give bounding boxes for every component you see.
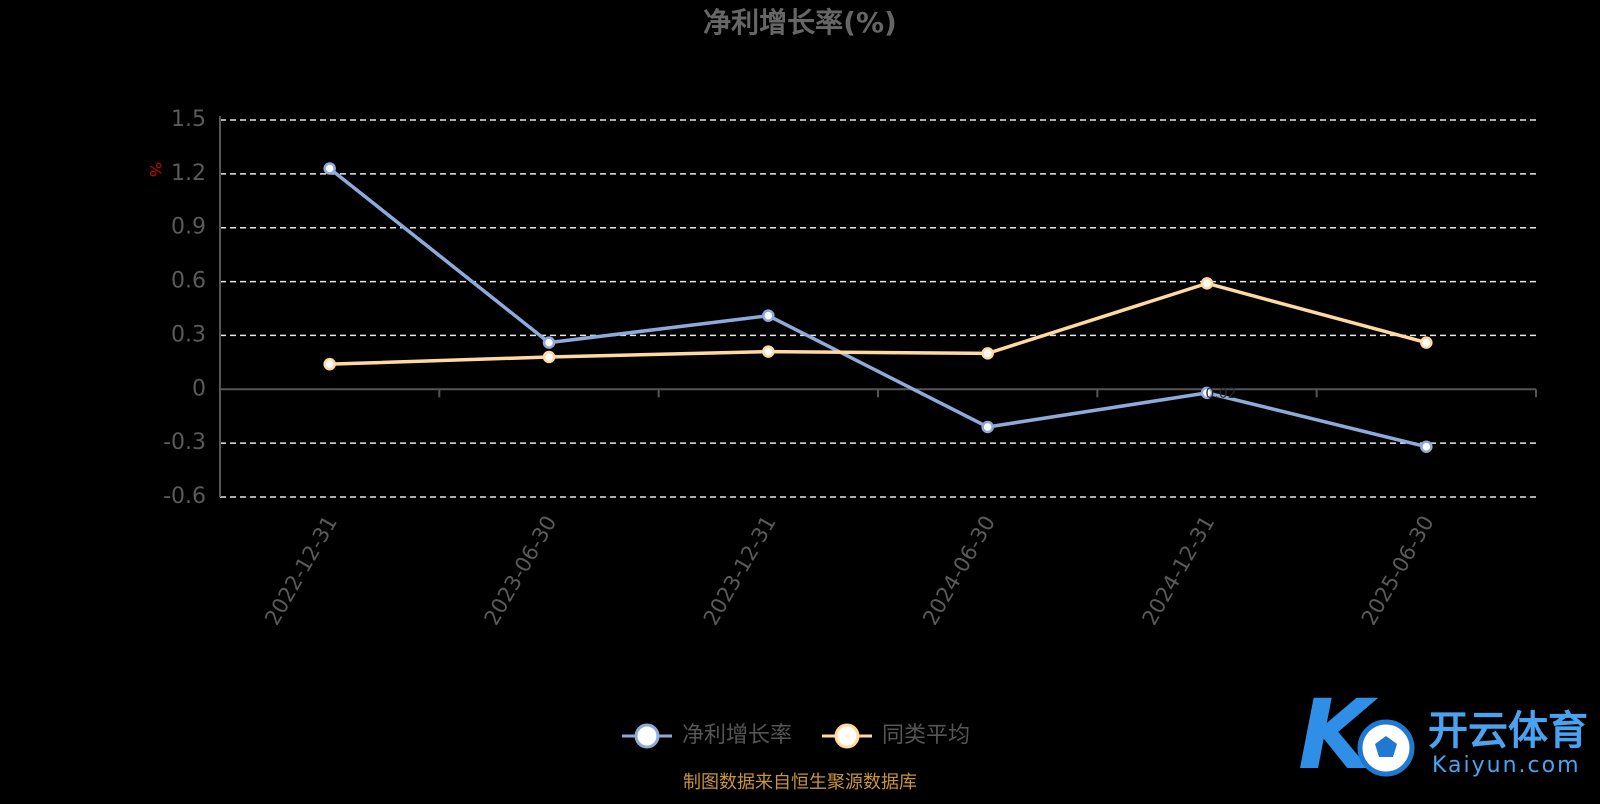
watermark-brand-cn: 开云体育: [1428, 708, 1588, 754]
x-tick-label: 2022-12-31: [260, 512, 342, 630]
data-label: 0.02: [1205, 386, 1236, 402]
x-tick-label: 2023-12-31: [699, 512, 781, 630]
data-point: [981, 347, 994, 360]
legend-label: 净利增长率: [682, 723, 792, 748]
soccer-ball-patch: [1375, 736, 1397, 757]
x-tick-labels: 2022-12-31 2023-06-30 2023-12-31 2024-06-30…: [260, 512, 1438, 630]
x-tick-label: 2024-12-31: [1138, 512, 1220, 630]
x-tick-label: 2024-06-30: [918, 512, 1000, 630]
legend-item[interactable]: 同类平均: [822, 723, 970, 749]
legend[interactable]: 净利增长率 同类平均: [622, 723, 970, 749]
y-tick-label: 0.6: [171, 269, 206, 294]
y-tick-label: 1.5: [171, 107, 206, 132]
legend-marker: [634, 723, 660, 749]
data-point: [1200, 277, 1214, 290]
legend-marker: [834, 723, 860, 749]
data-point: [762, 345, 775, 358]
watermark-logo: K 开云体育 Kaiyun.com: [1298, 679, 1588, 791]
data-point: [323, 357, 336, 371]
y-axis-unit: %: [146, 162, 165, 177]
data-point: [981, 420, 994, 434]
chart-title: 净利增长率(%): [703, 6, 897, 39]
y-tick-label: 0.3: [171, 322, 206, 347]
series-line: [328, 167, 1427, 449]
data-point: [1420, 440, 1433, 453]
y-tick-label: 0: [192, 376, 206, 401]
y-tick-label: 1.2: [171, 161, 206, 186]
x-tick-label: 2025-06-30: [1357, 512, 1439, 630]
data-point: [323, 162, 336, 175]
legend-item[interactable]: 净利增长率: [622, 723, 792, 749]
watermark-brand-en: Kaiyun.com: [1432, 753, 1581, 778]
axes: [219, 116, 1537, 497]
x-tick-label: 2023-06-30: [480, 512, 562, 630]
data-point: [542, 336, 556, 349]
y-tick-labels: 1.5 1.2 0.9 0.6 0.3 0 -0.3 -0.6: [163, 107, 206, 509]
y-tick-label: -0.3: [163, 430, 206, 455]
data-point: [1200, 386, 1214, 400]
grid-lines: [220, 119, 1536, 498]
y-tick-label: 0.9: [171, 215, 206, 240]
data-source-note: 制图数据来自恒生聚源数据库: [683, 772, 917, 793]
y-tick-label: -0.6: [163, 484, 206, 509]
legend-label: 同类平均: [882, 723, 970, 748]
data-point: [1420, 336, 1433, 349]
series-lines: 0.02: [323, 162, 1433, 453]
data-point: [542, 350, 556, 364]
data-point: [762, 309, 775, 322]
series-line: [329, 281, 1427, 366]
